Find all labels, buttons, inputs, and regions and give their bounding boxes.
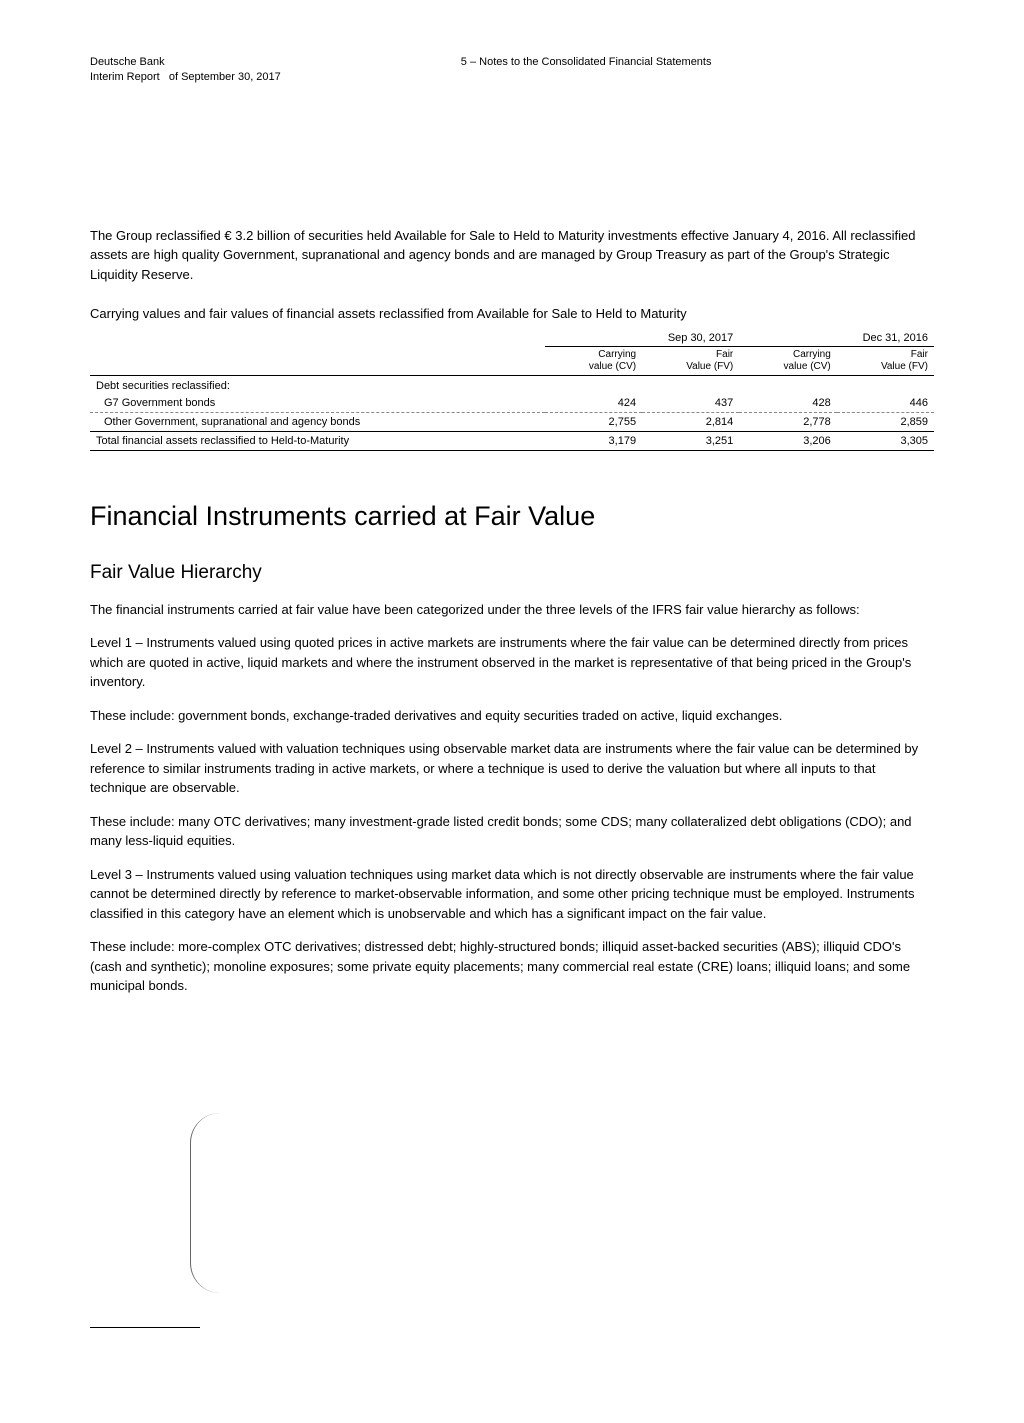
- reclassification-table: Sep 30, 2017 Dec 31, 2016 Carryingvalue …: [90, 328, 934, 451]
- document-page: Deutsche Bank Interim Report of Septembe…: [0, 0, 1024, 1423]
- row-label: G7 Government bonds: [90, 394, 545, 413]
- total-fv1: 3,251: [642, 431, 739, 450]
- page-header: Deutsche Bank Interim Report of Septembe…: [90, 55, 934, 86]
- col-cv1: Carryingvalue (CV): [545, 346, 643, 375]
- body-paragraph: These include: many OTC derivatives; man…: [90, 812, 934, 851]
- total-cv2: 3,206: [739, 431, 837, 450]
- cell-fv1: 437: [642, 394, 739, 413]
- scan-artifact: [190, 1113, 230, 1293]
- body-paragraph: These include: more-complex OTC derivati…: [90, 937, 934, 996]
- table-row: Other Government, supranational and agen…: [90, 412, 934, 431]
- table-total-row: Total financial assets reclassified to H…: [90, 431, 934, 450]
- total-cv1: 3,179: [545, 431, 643, 450]
- col-fv2: FairValue (FV): [837, 346, 934, 375]
- cell-fv1: 2,814: [642, 412, 739, 431]
- section-title: Financial Instruments carried at Fair Va…: [90, 501, 934, 532]
- table-caption: Carrying values and fair values of finan…: [90, 304, 934, 324]
- subsection-title: Fair Value Hierarchy: [90, 562, 934, 584]
- period-2: Dec 31, 2016: [739, 328, 934, 347]
- col-fv1: FairValue (FV): [642, 346, 739, 375]
- table-column-header-row: Carryingvalue (CV) FairValue (FV) Carryi…: [90, 346, 934, 375]
- table-subhead: Debt securities reclassified:: [90, 375, 934, 394]
- cell-fv2: 2,859: [837, 412, 934, 431]
- report-period: Interim Report of September 30, 2017: [90, 70, 281, 85]
- cell-cv2: 428: [739, 394, 837, 413]
- table-period-row: Sep 30, 2017 Dec 31, 2016: [90, 328, 934, 347]
- body-paragraph: Level 2 – Instruments valued with valuat…: [90, 739, 934, 798]
- intro-paragraph: The Group reclassified € 3.2 billion of …: [90, 226, 934, 285]
- body-paragraph: These include: government bonds, exchang…: [90, 706, 934, 726]
- cell-cv2: 2,778: [739, 412, 837, 431]
- body-paragraph: The financial instruments carried at fai…: [90, 600, 934, 620]
- header-left: Deutsche Bank Interim Report of Septembe…: [90, 55, 281, 86]
- cell-fv2: 446: [837, 394, 934, 413]
- cell-cv1: 2,755: [545, 412, 643, 431]
- col-cv2: Carryingvalue (CV): [739, 346, 837, 375]
- row-label: Other Government, supranational and agen…: [90, 412, 545, 431]
- footer-rule: [90, 1327, 200, 1328]
- total-label: Total financial assets reclassified to H…: [90, 431, 545, 450]
- period-1: Sep 30, 2017: [545, 328, 740, 347]
- body-paragraph: Level 1 – Instruments valued using quote…: [90, 633, 934, 692]
- cell-cv1: 424: [545, 394, 643, 413]
- table-row: G7 Government bonds 424 437 428 446: [90, 394, 934, 413]
- company-name: Deutsche Bank: [90, 55, 281, 70]
- header-section: 5 – Notes to the Consolidated Financial …: [281, 55, 934, 86]
- body-paragraph: Level 3 – Instruments valued using valua…: [90, 865, 934, 924]
- total-fv2: 3,305: [837, 431, 934, 450]
